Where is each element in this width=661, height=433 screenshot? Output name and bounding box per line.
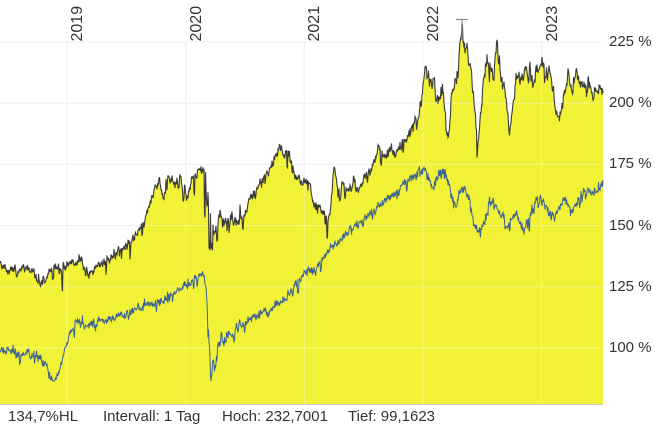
- svg-text:200 %: 200 %: [609, 94, 652, 111]
- svg-text:125 %: 125 %: [609, 278, 652, 295]
- svg-text:2021: 2021: [306, 6, 323, 42]
- svg-text:Intervall: 1 Tag: Intervall: 1 Tag: [103, 408, 200, 425]
- svg-text:Hoch: 232,7001: Hoch: 232,7001: [222, 408, 328, 425]
- svg-text:175 %: 175 %: [609, 155, 652, 172]
- svg-text:2022: 2022: [425, 6, 442, 42]
- svg-text:2020: 2020: [188, 6, 205, 42]
- svg-text:2019: 2019: [69, 6, 86, 42]
- svg-text:Tief: 99,1623: Tief: 99,1623: [348, 408, 435, 425]
- svg-text:225 %: 225 %: [609, 33, 652, 50]
- svg-text:150 %: 150 %: [609, 217, 652, 234]
- svg-text:2023: 2023: [544, 6, 561, 42]
- svg-text:100 %: 100 %: [609, 339, 652, 356]
- svg-text:134,7%HL: 134,7%HL: [8, 408, 78, 425]
